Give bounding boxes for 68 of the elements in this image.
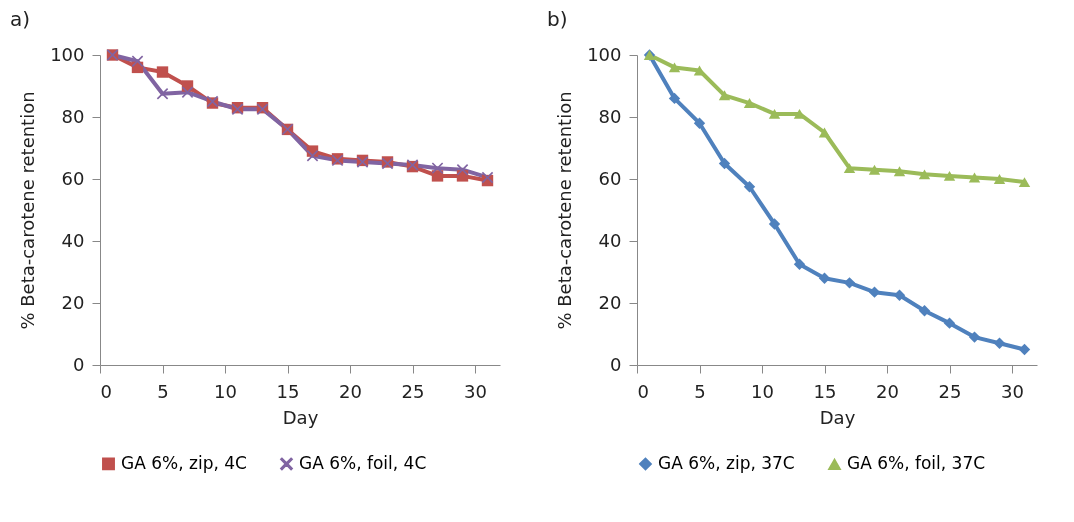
point (156, 66, 169, 78)
point (743, 98, 756, 108)
x-tick-label: 0 (637, 380, 649, 402)
legend-label: GA 6%, zip, 4C (121, 452, 247, 473)
point (818, 127, 831, 138)
y-axis-title: % Beta-carotene retention (554, 91, 576, 330)
legend-label: GA 6%, foil, 4C (299, 452, 427, 473)
point (456, 164, 469, 176)
point (793, 258, 806, 270)
point (993, 337, 1006, 349)
point (431, 170, 444, 182)
x-tick-label: 30 (464, 380, 487, 402)
x-tick-label: 10 (214, 380, 237, 402)
y-tick-label: 40 (598, 229, 622, 251)
y-tick-label: 0 (73, 353, 85, 375)
legend-label: GA 6%, zip, 37C (658, 452, 795, 473)
y-tick-label: 0 (610, 353, 622, 375)
legend-label: GA 6%, foil, 37C (847, 453, 986, 474)
y-tick-label: 40 (61, 229, 85, 251)
y-tick-label: 100 (587, 43, 622, 65)
point (768, 218, 781, 230)
point (668, 62, 681, 73)
x-tick-label: 15 (813, 380, 837, 402)
point (943, 317, 956, 329)
point (668, 92, 681, 105)
x-tick-label: 0 (100, 380, 112, 402)
y-tick-label: 20 (598, 291, 622, 313)
y-tick-label: 80 (61, 105, 85, 127)
y-tick-label: 80 (598, 105, 622, 127)
x-tick-label: 10 (751, 380, 774, 402)
point (718, 157, 731, 170)
point (843, 163, 856, 174)
chart-title: a) (10, 7, 31, 31)
point (868, 164, 881, 175)
x-tick-label: 5 (157, 380, 169, 402)
point (306, 150, 319, 162)
point (693, 117, 706, 129)
y-tick-label: 60 (598, 167, 622, 189)
x-tick-label: 25 (938, 380, 962, 402)
point (968, 331, 981, 343)
chart-title: b) (547, 7, 568, 31)
point (943, 170, 956, 181)
y-tick-label: 100 (50, 43, 85, 65)
x-tick-label: 25 (401, 380, 425, 402)
point (768, 108, 781, 119)
x-axis-title: Day (819, 406, 856, 428)
point (156, 88, 169, 100)
point (1018, 343, 1031, 356)
point (1018, 177, 1031, 188)
y-tick-label: 60 (61, 167, 85, 189)
x-tick-label: 20 (339, 380, 362, 402)
x-axis-title: Day (282, 406, 319, 428)
point (893, 166, 906, 177)
x-tick-label: 30 (1001, 380, 1024, 402)
point (843, 277, 856, 289)
point (993, 174, 1006, 184)
point (968, 172, 981, 183)
point (743, 181, 756, 193)
point (818, 272, 831, 284)
y-axis-title: % Beta-carotene retention (17, 91, 39, 330)
y-tick-label: 20 (61, 291, 85, 313)
x-tick-label: 15 (276, 380, 300, 402)
point (918, 305, 931, 317)
x-tick-label: 20 (876, 380, 899, 402)
point (718, 90, 731, 101)
x-tick-label: 5 (694, 380, 706, 402)
point (918, 169, 931, 180)
point (893, 289, 906, 301)
